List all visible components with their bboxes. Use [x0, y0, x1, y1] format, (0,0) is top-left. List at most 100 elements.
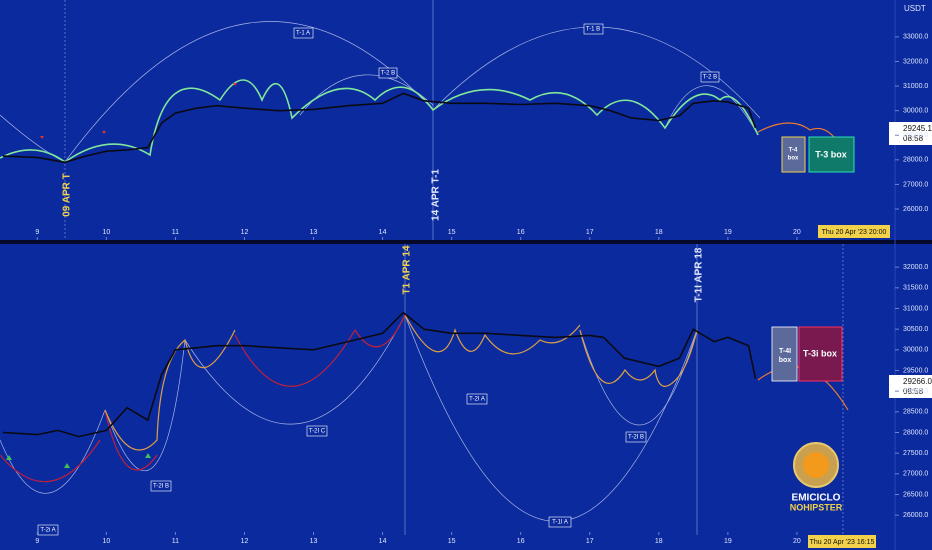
y-tick-label: 28500.0: [903, 409, 928, 416]
x-tick-label: 19: [724, 538, 732, 545]
label-box: [548, 516, 572, 528]
cycle-label: T-1I A: [552, 520, 568, 526]
price-line: [2, 311, 757, 438]
label-box: [306, 425, 328, 437]
last-price-box: [889, 375, 932, 398]
y-tick-label: 29500.0: [903, 367, 928, 374]
cursor-date-box: [808, 535, 876, 548]
x-tick-label: 13: [310, 538, 318, 545]
x-tick-label: 12: [241, 229, 249, 236]
arc: [0, 314, 406, 483]
cycle-label: T-2 B: [703, 75, 717, 81]
last-price-box: [889, 122, 932, 145]
arc: [664, 85, 759, 136]
cycle-label: T-1 B: [586, 27, 600, 33]
y-tick-label: 27500.0: [903, 450, 928, 457]
box-label: T-4: [789, 148, 798, 154]
arc: [64, 21, 434, 163]
box-label: box: [788, 156, 799, 162]
y-tick-label: 31500.0: [903, 285, 928, 292]
pane-separator: [0, 240, 932, 244]
y-tick-label: 33000.0: [903, 34, 928, 41]
x-tick-label: 19: [724, 229, 732, 236]
arc: [104, 314, 698, 451]
x-tick-label: 16: [517, 229, 525, 236]
label-box: [583, 23, 604, 35]
x-tick-label: 16: [517, 538, 525, 545]
t4-box: [781, 136, 806, 173]
y-tick-label: 29000.0: [903, 388, 928, 395]
y-tick-label: 27000.0: [903, 181, 928, 188]
label-box: [466, 393, 488, 405]
x-tick-label: 9: [35, 538, 39, 545]
box-label: box: [779, 357, 792, 364]
cycle-date-label: T1 APR 14: [402, 245, 413, 295]
cycle-date-label: T-1I APR 18: [694, 247, 705, 302]
cycle-label: T-2I C: [309, 429, 326, 435]
cycle-date-label: 09 APR T: [62, 173, 73, 217]
y-tick-label: 31000.0: [903, 305, 928, 312]
label-box: [293, 27, 314, 39]
x-tick-label: 14: [379, 538, 387, 545]
x-tick-label: 17: [586, 538, 594, 545]
t4i-box: [771, 326, 798, 382]
price-line: [2, 92, 757, 164]
label-box: [700, 71, 720, 83]
x-tick-label: 11: [172, 229, 179, 236]
y-tick-label: 27000.0: [903, 471, 928, 478]
x-tick-label: 12: [241, 538, 249, 545]
cycle-arcs-bottom: [0, 244, 849, 535]
y-tick-label: 32000.0: [903, 264, 928, 271]
arc: [0, 79, 759, 163]
x-tick-label: 18: [655, 229, 663, 236]
label-box: [378, 67, 398, 79]
x-tick-label: 20: [793, 538, 801, 545]
cycle-label: T-1 A: [296, 31, 310, 37]
x-tick-label: 14: [379, 229, 387, 236]
x-tick-label: 13: [310, 229, 318, 236]
x-tick-label: 11: [172, 538, 179, 545]
countdown: 08:58: [903, 387, 924, 396]
label-box: [150, 480, 172, 492]
x-tick-label: 10: [102, 538, 110, 545]
cursor-date: Thu 20 Apr '23 16:15: [810, 539, 875, 546]
last-price: 29245.1: [903, 124, 932, 133]
x-tick-label: 9: [35, 229, 39, 236]
cycle-label: T-2I B: [153, 484, 169, 490]
arc: [184, 314, 406, 425]
y-tick-label: 30000.0: [903, 107, 928, 114]
y-tick-label: 28000.0: [903, 157, 928, 164]
label-box: [625, 431, 647, 443]
x-tick-label: 18: [655, 538, 663, 545]
label-box: [37, 524, 59, 536]
x-tick-label: 10: [102, 229, 110, 236]
last-price: 29266.0: [903, 377, 932, 386]
y-tick-label: 28000.0: [903, 429, 928, 436]
countdown: 08:58: [903, 134, 924, 143]
cycle-date-label: 14 APR T-1: [431, 169, 442, 221]
axis-unit: USDT: [904, 4, 926, 13]
y-tick-label: 30000.0: [903, 347, 928, 354]
cycle-label: T-2 B: [381, 71, 395, 77]
box-label: T-3 box: [815, 149, 847, 159]
x-tick-label: 20: [793, 229, 801, 236]
cycle-label: T-2i A: [40, 528, 55, 534]
cursor-date: Thu 20 Apr '23 20:00: [822, 229, 887, 236]
y-tick-label: 30500.0: [903, 326, 928, 333]
arc: [104, 339, 186, 472]
y-tick-label: 29000.0: [903, 132, 928, 139]
x-tick-label: 15: [448, 229, 456, 236]
x-tick-label: 15: [448, 538, 456, 545]
box-label: T-4I: [779, 348, 791, 355]
cursor-date-box: [818, 225, 890, 238]
y-tick-label: 26000.0: [903, 206, 928, 213]
y-tick-label: 26000.0: [903, 512, 928, 519]
logo-text: NOHIPSTER: [790, 502, 843, 512]
box-label: T-3i box: [803, 348, 837, 358]
t3-box: [808, 136, 855, 173]
t3i-box: [798, 326, 843, 382]
x-tick-label: 17: [586, 229, 594, 236]
cycle-label: T-2I A: [469, 397, 485, 403]
